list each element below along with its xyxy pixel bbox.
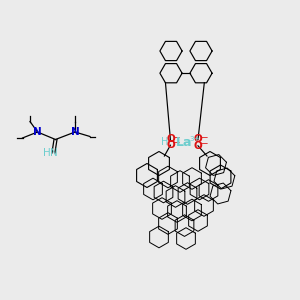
Text: H: H: [161, 136, 168, 147]
Text: N: N: [50, 148, 57, 158]
Text: N: N: [70, 127, 80, 137]
Text: −: −: [172, 132, 179, 141]
Text: H: H: [43, 148, 50, 158]
Text: 3+: 3+: [190, 136, 200, 142]
Text: O: O: [194, 141, 202, 151]
Text: O: O: [166, 134, 175, 145]
Text: O: O: [194, 134, 202, 145]
Text: −: −: [172, 138, 179, 147]
Text: O: O: [166, 140, 175, 150]
Text: −: −: [200, 138, 207, 147]
Text: N: N: [33, 127, 42, 137]
Text: La: La: [176, 136, 193, 149]
Text: −: −: [200, 132, 207, 141]
